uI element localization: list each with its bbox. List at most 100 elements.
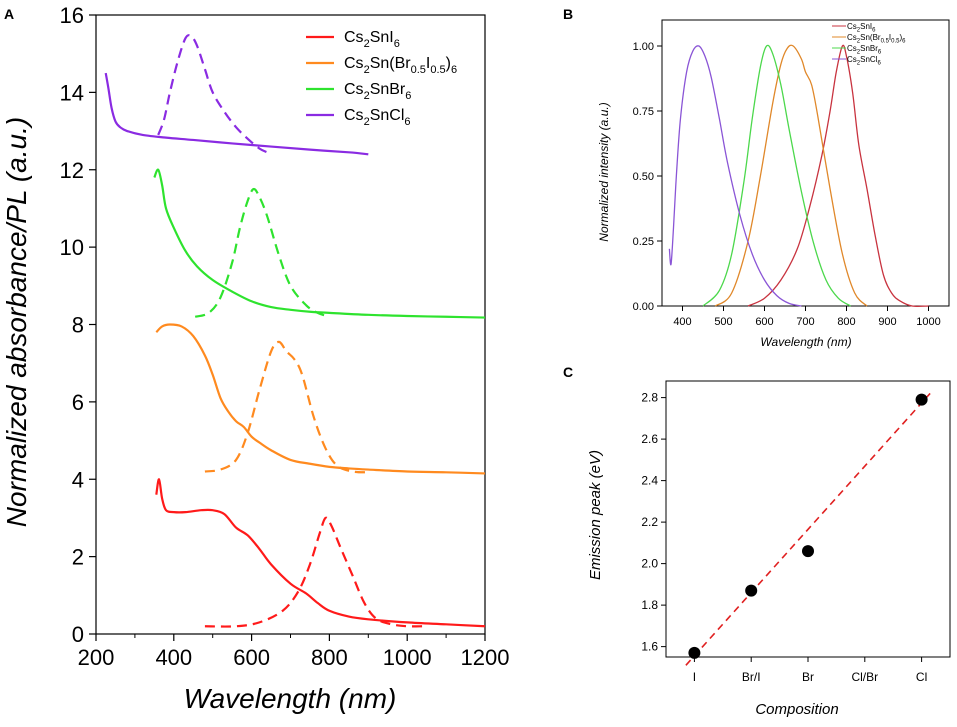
legend-label-B_Br: Cs2SnBr6 bbox=[847, 44, 882, 56]
legend-text-part: Cs bbox=[344, 29, 364, 46]
panel-b-series-B_I bbox=[747, 44, 929, 308]
panel-c-y-axis-label: Emission peak (eV) bbox=[587, 450, 604, 580]
panel-a-y-tick-label: 16 bbox=[60, 3, 84, 28]
panel-c-point-i bbox=[688, 646, 701, 659]
panel-a-y-tick-label: 2 bbox=[72, 545, 84, 570]
panel-a-x-tick-label: 200 bbox=[78, 645, 115, 670]
legend-text-part: SnI bbox=[370, 29, 394, 46]
panel-a-y-tick-label: 10 bbox=[60, 235, 84, 260]
panel-b-chart: 400 500 600 700 800 900 1000 0.00 0.25 0.50 0.75 1.… bbox=[597, 19, 950, 349]
panel-a-y-tick-label: 8 bbox=[72, 313, 84, 338]
legend-text-part: 6 bbox=[405, 90, 411, 102]
legend-text-part: I bbox=[889, 33, 891, 42]
legend-label-B_Cl: Cs2SnCl6 bbox=[847, 55, 881, 67]
legend-text-part: 0.5 bbox=[881, 39, 890, 45]
panel-c-y-tick-label: 2.2 bbox=[641, 515, 658, 529]
panel-a-series-I-dashed bbox=[204, 516, 423, 628]
panel-b-series-B_Cl bbox=[668, 45, 802, 307]
panel-a-y-tick-label: 6 bbox=[72, 390, 84, 415]
panel-b-y-tick-label: 0.25 bbox=[633, 236, 654, 248]
panel-a-series-Cl-solid bbox=[104, 72, 369, 156]
panel-a-x-axis-label: Wavelength (nm) bbox=[184, 683, 397, 714]
legend-label-B_BrI: Cs2Sn(Br0.5I0.5)6 bbox=[847, 33, 906, 45]
panel-a-y-tick-label: 4 bbox=[72, 467, 84, 492]
panel-c-frame bbox=[665, 380, 951, 658]
legend-text-part: SnBr bbox=[370, 81, 406, 98]
legend-text-part: 6 bbox=[902, 39, 906, 45]
panel-a-series-BrI-dashed bbox=[204, 340, 369, 474]
panel-c-x-axis-label: Composition bbox=[755, 701, 838, 718]
panel-b-series-B_BrI bbox=[714, 44, 868, 307]
panel-c-y-tick-label: 2.4 bbox=[641, 474, 658, 488]
panel-c-y-tick-label: 2.8 bbox=[641, 391, 658, 405]
legend-text-part: SnBr bbox=[860, 44, 878, 53]
panel-b-x-tick-label: 1000 bbox=[916, 316, 940, 328]
legend-text-part: Sn(Br bbox=[860, 33, 881, 42]
panel-a-y-tick-label: 0 bbox=[72, 622, 84, 647]
legend-text-part: 2 bbox=[857, 61, 861, 67]
legend-text-part: 0.5 bbox=[411, 64, 426, 76]
legend-label-Cl: Cs2SnCl6 bbox=[344, 107, 411, 128]
legend-text-part: Cs bbox=[847, 44, 857, 53]
panel-b-y-tick-label: 0.00 bbox=[633, 301, 654, 313]
legend-text-part: Cs bbox=[344, 81, 364, 98]
panel-c-point-br-i bbox=[745, 584, 758, 597]
panel-a-x-tick-label: 600 bbox=[233, 645, 270, 670]
legend-text-part: ) bbox=[900, 33, 903, 42]
panel-a-x-tick-label: 800 bbox=[311, 645, 348, 670]
panel-c-y-tick-label: 1.8 bbox=[641, 598, 658, 612]
panel-c-y-tick-label: 2.0 bbox=[641, 557, 658, 571]
panel-a-x-tick-label: 1200 bbox=[461, 645, 510, 670]
legend-text-part: Cs bbox=[344, 55, 364, 72]
panel-c-y-tick-label: 2.6 bbox=[641, 432, 658, 446]
panel-a-series-BrI-solid bbox=[155, 323, 486, 475]
panel-b-y-tick-label: 1.00 bbox=[633, 41, 654, 53]
legend-text-part: SnCl bbox=[860, 55, 878, 64]
panel-c-chart: I Br/I Br Cl/Br Cl 1.6 1.8 2.0 2.2 2.4 2.6 2.8 Comp… bbox=[587, 380, 951, 718]
legend-text-part: 6 bbox=[394, 38, 400, 50]
legend-text-part: SnI bbox=[860, 22, 872, 31]
legend-text-part: 6 bbox=[877, 61, 881, 67]
panel-c-x-tick-label: I bbox=[693, 670, 696, 684]
legend-text-part: 2 bbox=[364, 38, 370, 50]
panel-b-y-axis-label: Normalized intensity (a.u.) bbox=[597, 102, 611, 241]
legend-text-part: I bbox=[426, 55, 430, 72]
legend-text-part: Cs bbox=[847, 22, 857, 31]
panel-a-y-tick-label: 12 bbox=[60, 158, 84, 183]
legend-text-part: 6 bbox=[451, 64, 457, 76]
legend-text-part: 2 bbox=[857, 28, 861, 34]
panel-a-x-tick-label: 400 bbox=[155, 645, 192, 670]
legend-text-part: 6 bbox=[404, 116, 410, 128]
legend-text-part: 2 bbox=[364, 64, 370, 76]
panel-b-x-tick-label: 600 bbox=[755, 316, 773, 328]
panel-b-x-tick-label: 700 bbox=[796, 316, 814, 328]
panel-c-fit-line bbox=[685, 392, 931, 666]
legend-text-part: SnCl bbox=[370, 107, 405, 124]
legend-text-part: Cs bbox=[847, 33, 857, 42]
panel-b-series-B_Br bbox=[702, 44, 851, 307]
legend-text-part: 2 bbox=[857, 50, 861, 56]
panel-a-series-I-solid bbox=[155, 478, 486, 628]
panel-b-x-tick-label: 500 bbox=[714, 316, 732, 328]
panel-a-y-axis-label: Normalized absorbance/PL (a.u.) bbox=[1, 117, 32, 527]
panel-b-y-tick-label: 0.50 bbox=[633, 171, 654, 183]
legend-text-part: Cs bbox=[847, 55, 857, 64]
legend-text-part: 0.5 bbox=[430, 64, 445, 76]
legend-text-part: 6 bbox=[878, 50, 882, 56]
panel-b-x-axis-label: Wavelength (nm) bbox=[760, 335, 851, 349]
legend-label-B_I: Cs2SnI6 bbox=[847, 22, 876, 34]
panel-c-point-cl bbox=[915, 393, 928, 406]
panel-a-series-Br-dashed bbox=[194, 187, 330, 318]
legend-text-part: 0.5 bbox=[891, 39, 900, 45]
panel-label-b: B bbox=[563, 6, 573, 22]
panel-c-x-tick-label: Cl/Br bbox=[851, 670, 878, 684]
legend-label-BrI: Cs2Sn(Br0.5I0.5)6 bbox=[344, 55, 457, 76]
panel-c-x-tick-label: Br bbox=[802, 670, 814, 684]
legend-text-part: Sn(Br bbox=[370, 55, 412, 72]
legend-text-part: 2 bbox=[364, 116, 370, 128]
panel-c-x-tick-label: Cl bbox=[916, 670, 927, 684]
